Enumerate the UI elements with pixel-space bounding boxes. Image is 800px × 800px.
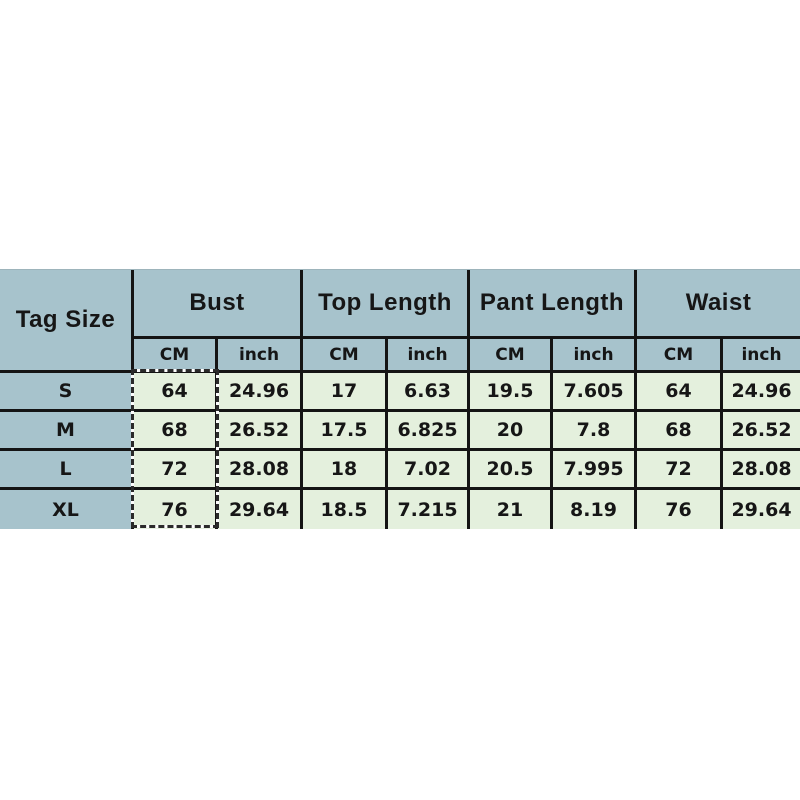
- value-cell: 24.96: [723, 373, 800, 412]
- corner-cell-tag-size: Tag Size: [0, 270, 134, 373]
- value-cell: 7.02: [388, 451, 470, 490]
- value-cell: 20: [470, 412, 553, 451]
- column-group-pant-length: Pant Length: [470, 270, 637, 339]
- value-cell: 19.5: [470, 373, 553, 412]
- value-cell: 24.96: [218, 373, 303, 412]
- value-cell: 68: [637, 412, 723, 451]
- unit-header-top-inch: inch: [388, 339, 470, 373]
- value-cell: 20.5: [470, 451, 553, 490]
- unit-header-bust-inch: inch: [218, 339, 303, 373]
- value-cell: 68: [134, 412, 218, 451]
- unit-header-bust-cm: CM: [134, 339, 218, 373]
- value-cell: 72: [637, 451, 723, 490]
- value-cell: 6.825: [388, 412, 470, 451]
- column-group-waist: Waist: [637, 270, 800, 339]
- value-cell: 7.215: [388, 490, 470, 529]
- column-group-bust: Bust: [134, 270, 303, 339]
- row-label-cell: XL: [0, 490, 134, 529]
- value-cell: 76: [637, 490, 723, 529]
- unit-header-waist-cm: CM: [637, 339, 723, 373]
- row-label-cell: M: [0, 412, 134, 451]
- row-label-cell: S: [0, 373, 134, 412]
- row-label-cell: L: [0, 451, 134, 490]
- column-group-top-length: Top Length: [303, 270, 470, 339]
- unit-header-top-cm: CM: [303, 339, 388, 373]
- value-cell: 28.08: [218, 451, 303, 490]
- value-cell: 6.63: [388, 373, 470, 412]
- value-cell: 18.5: [303, 490, 388, 529]
- value-cell: 21: [470, 490, 553, 529]
- unit-header-pant-cm: CM: [470, 339, 553, 373]
- value-cell: 64: [134, 373, 218, 412]
- value-cell: 28.08: [723, 451, 800, 490]
- value-cell: 18: [303, 451, 388, 490]
- unit-header-waist-inch: inch: [723, 339, 800, 373]
- unit-header-pant-inch: inch: [553, 339, 637, 373]
- value-cell: 17.5: [303, 412, 388, 451]
- value-cell: 76: [134, 490, 218, 529]
- size-chart-table: Tag Size Bust Top Length Pant Length Wai…: [0, 269, 800, 529]
- value-cell: 8.19: [553, 490, 637, 529]
- value-cell: 64: [637, 373, 723, 412]
- value-cell: 29.64: [723, 490, 800, 529]
- value-cell: 7.605: [553, 373, 637, 412]
- value-cell: 29.64: [218, 490, 303, 529]
- value-cell: 17: [303, 373, 388, 412]
- value-cell: 26.52: [218, 412, 303, 451]
- value-cell: 7.8: [553, 412, 637, 451]
- value-cell: 7.995: [553, 451, 637, 490]
- value-cell: 72: [134, 451, 218, 490]
- value-cell: 26.52: [723, 412, 800, 451]
